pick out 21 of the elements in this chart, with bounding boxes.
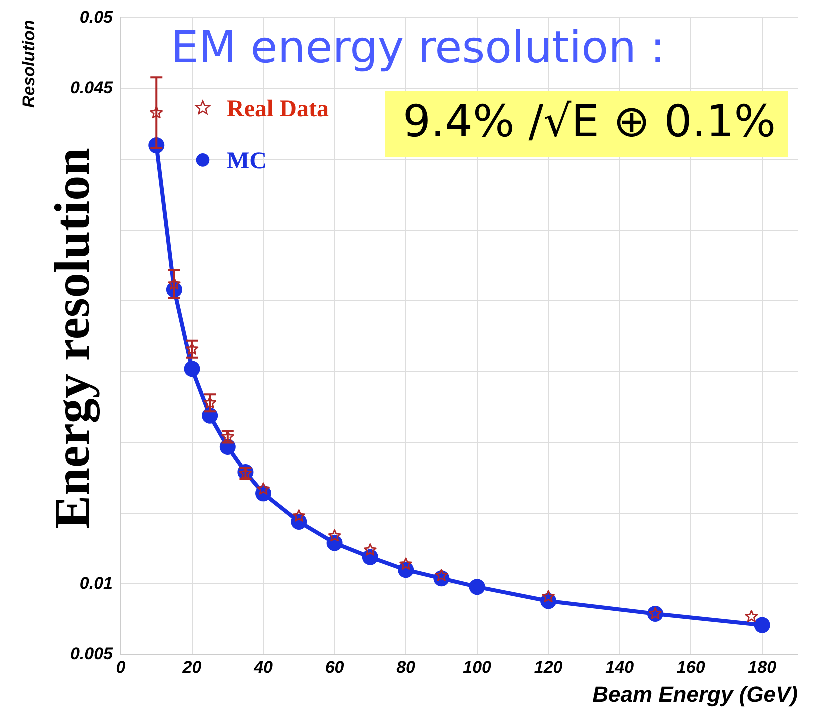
text: Resolution [20,20,39,108]
y-tick-label: 0.01 [80,574,113,593]
x-tick-label: 0 [116,658,126,677]
x-tick-label: 180 [748,658,778,677]
legend-label: MC [227,148,267,174]
x-tick-label: 80 [396,658,416,677]
y-tick-label: 0.045 [70,78,114,98]
y-axis-title: Energy resolution [44,148,101,530]
x-axis-title: Beam Energy (GeV) [592,682,798,707]
x-tick-label: 40 [253,658,274,677]
x-tick-label: 100 [463,658,492,677]
x-tick-label: 20 [182,658,202,677]
x-tick-label: 160 [676,658,706,677]
y-tick-label: 0.005 [70,644,114,664]
chart-title: EM energy resolution : [171,22,666,74]
y-tick-label: 0.05 [80,8,114,27]
legend-label: Real Data [227,96,329,122]
annotation: 9.4% /√E ⊕ 0.1% [403,96,776,148]
x-tick-label: 140 [606,658,635,677]
x-tick-label: 120 [534,658,564,677]
x-tick-label: 60 [325,658,345,677]
